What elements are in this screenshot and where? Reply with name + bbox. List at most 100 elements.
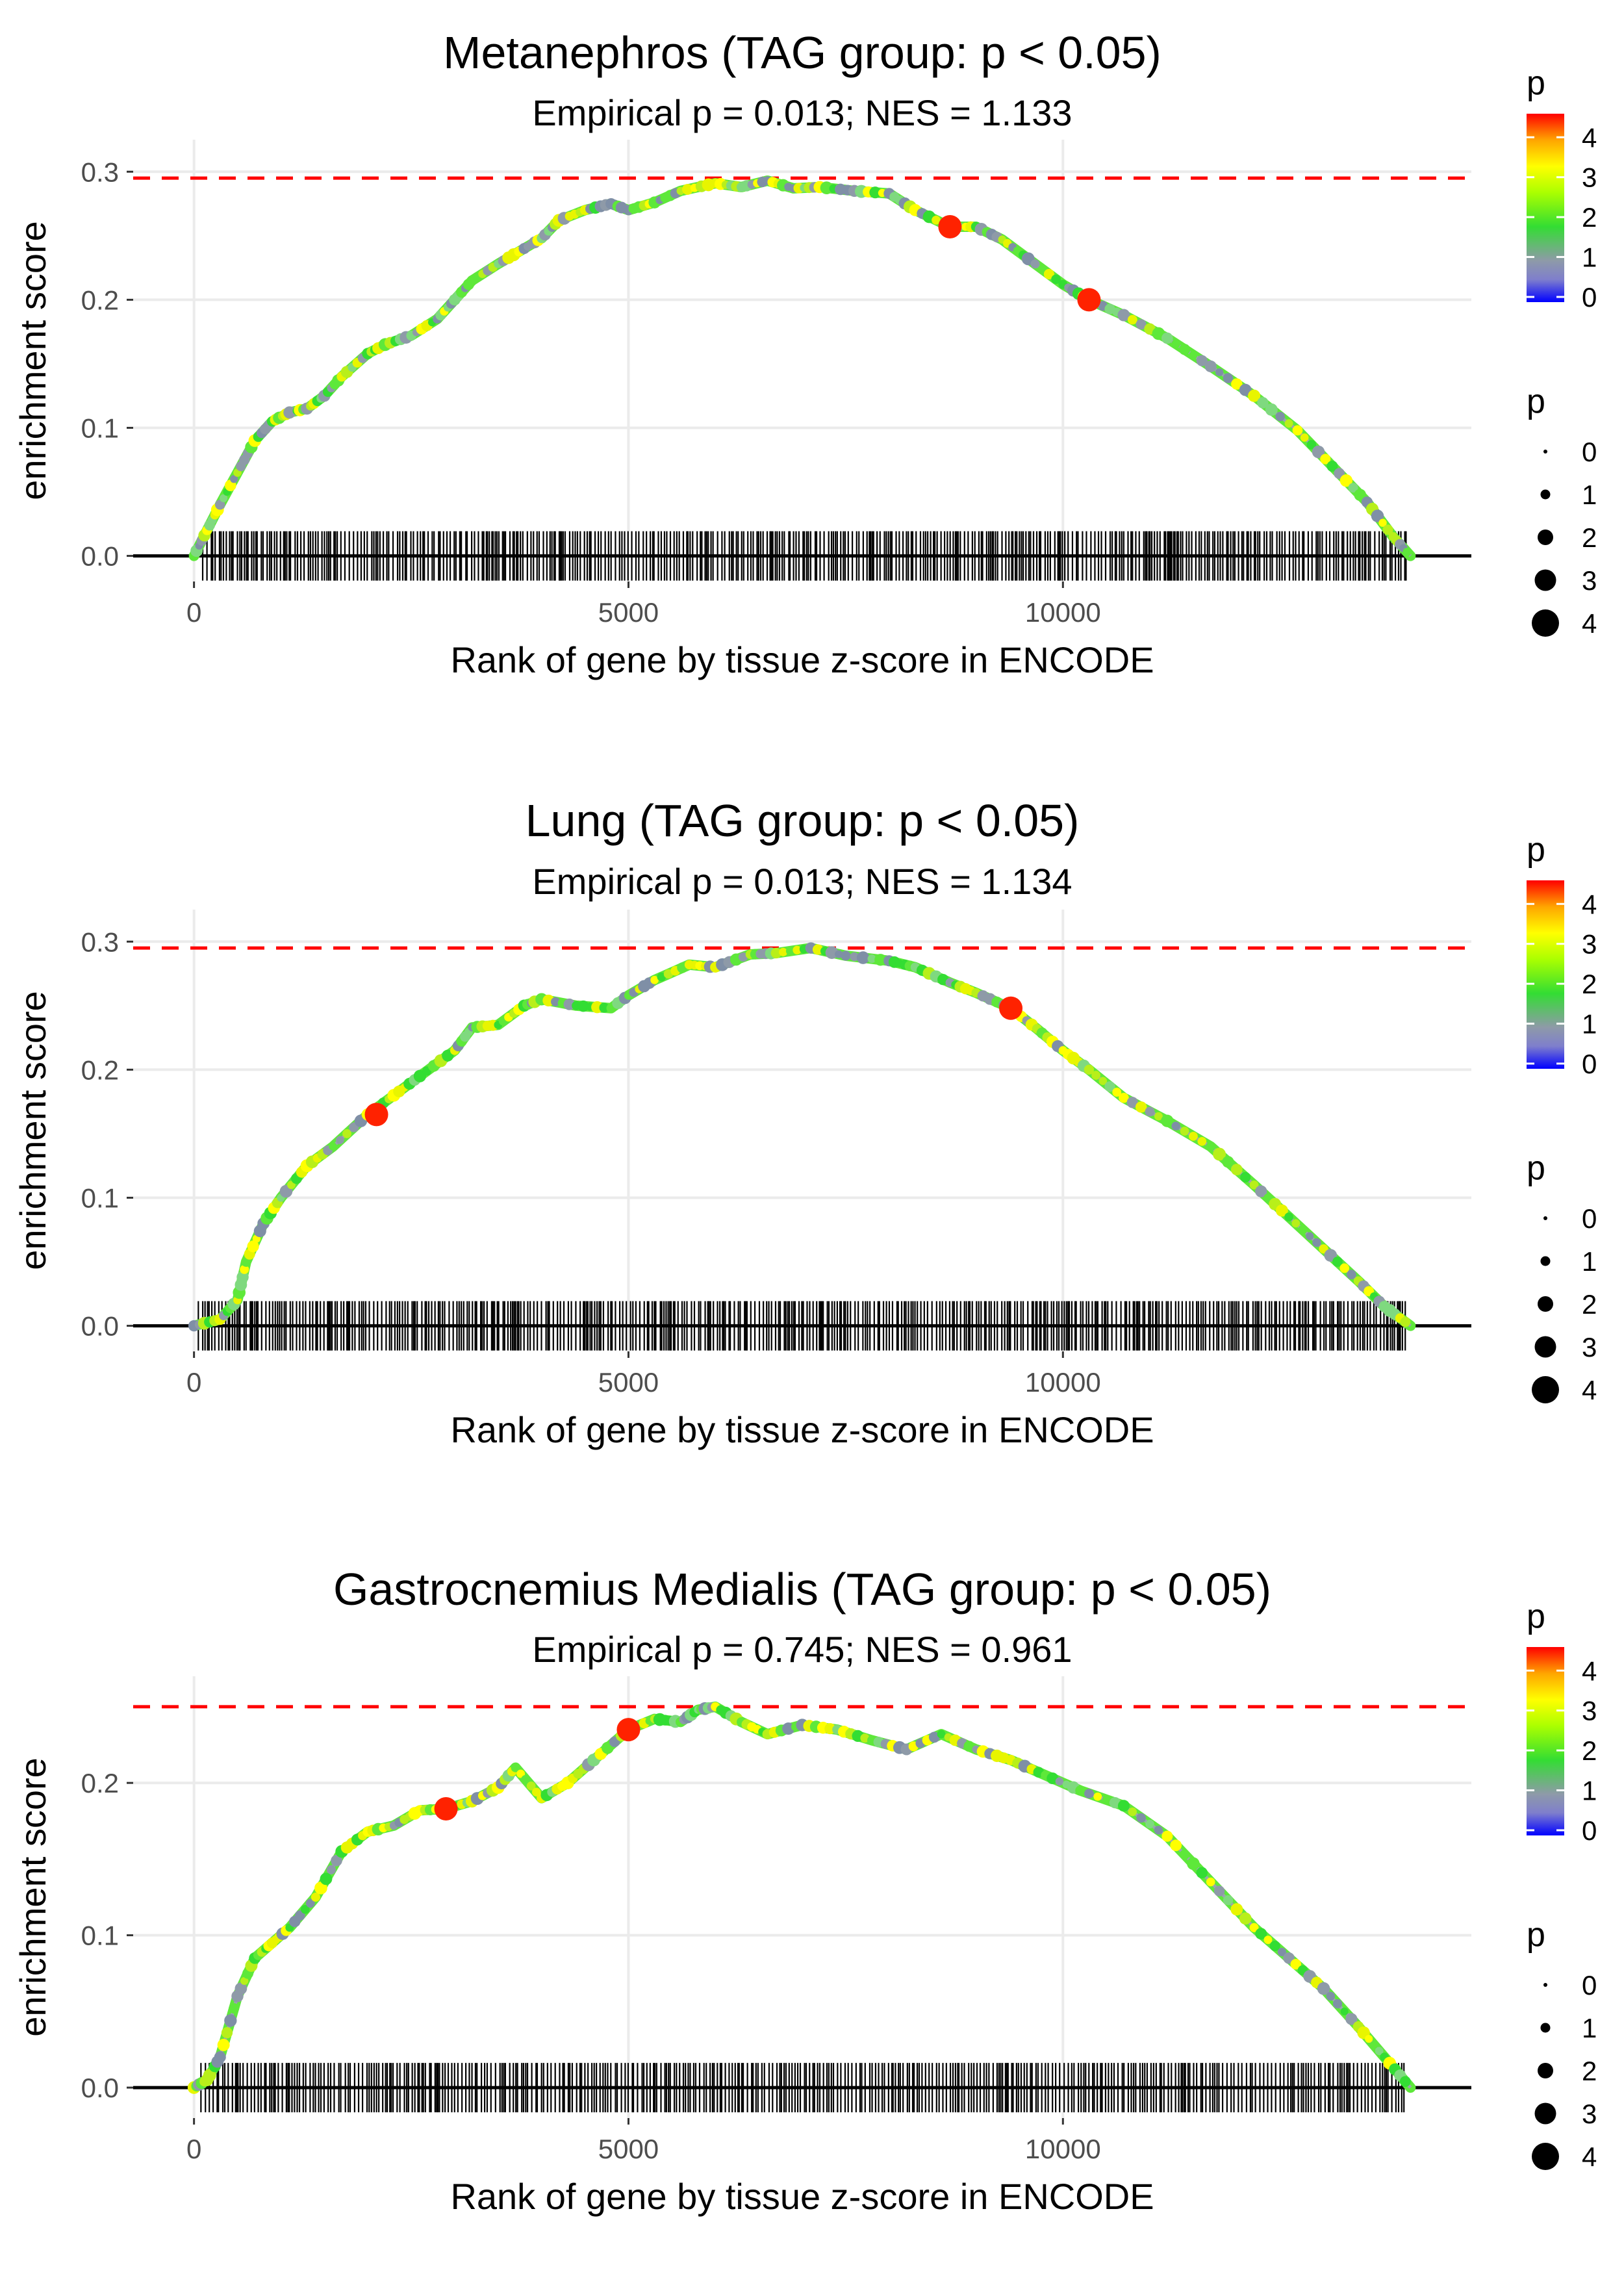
- x-tick-label: 0: [186, 2134, 201, 2164]
- curve-point: [442, 1049, 454, 1062]
- curve-point: [1196, 1867, 1208, 1879]
- curve-point: [1135, 1101, 1147, 1113]
- curve-point: [1051, 274, 1061, 285]
- curve-point: [1365, 2035, 1373, 2043]
- curve-point: [1369, 2041, 1378, 2049]
- enrichment-curve: [194, 946, 1412, 1328]
- curve-point: [224, 2014, 237, 2027]
- curve-point: [526, 1781, 536, 1791]
- curve-point: [1231, 378, 1243, 390]
- color-legend-label: 2: [1582, 202, 1597, 233]
- curve-points: [188, 942, 1411, 1332]
- chart-title: Gastrocnemius Medialis (TAG group: p < 0…: [333, 1564, 1271, 1615]
- curve-point: [1178, 344, 1191, 355]
- size-legend-label: 2: [1582, 522, 1597, 553]
- curve-point: [1037, 264, 1047, 274]
- curve-point: [1269, 1940, 1280, 1952]
- x-axis-title: Rank of gene by tissue z-score in ENCODE: [450, 2176, 1154, 2217]
- curve-point: [301, 1904, 310, 1914]
- y-tick-label: 0.2: [81, 1054, 119, 1085]
- color-legend-label: 2: [1582, 969, 1597, 999]
- curve-point: [1298, 1225, 1308, 1234]
- curve-point: [825, 946, 839, 960]
- curve-point: [1084, 1064, 1095, 1075]
- enrichment-curve: [192, 179, 1412, 557]
- y-axis-title: enrichment score: [12, 221, 53, 500]
- curve-point: [779, 947, 788, 956]
- curve-point: [229, 2003, 240, 2014]
- curve-point: [1206, 1877, 1215, 1887]
- size-legend-dot: [1532, 2143, 1559, 2170]
- color-legend-label: 0: [1582, 1815, 1597, 1846]
- curve-point: [1043, 268, 1054, 279]
- curve-point: [1290, 1958, 1302, 1970]
- curve-point: [1382, 524, 1393, 535]
- curve-point: [236, 1271, 249, 1283]
- color-legend-title: p: [1527, 64, 1545, 102]
- color-legend-label: 2: [1582, 1735, 1597, 1766]
- curve-point: [1161, 1114, 1174, 1127]
- color-legend-label: 0: [1582, 282, 1597, 313]
- y-axis-title: enrichment score: [12, 991, 53, 1270]
- curve-point: [812, 944, 824, 955]
- curve-point: [220, 494, 228, 502]
- curve-point: [1117, 1800, 1130, 1812]
- size-legend-dot: [1534, 1336, 1556, 1358]
- gridlines: [133, 140, 1471, 581]
- curve-point: [1179, 1849, 1190, 1860]
- curve-point: [856, 951, 870, 964]
- curve-point: [1104, 1081, 1115, 1092]
- curve-point: [1402, 548, 1412, 557]
- panel-3: Gastrocnemius Medialis (TAG group: p < 0…: [12, 1564, 1597, 2217]
- curve-point: [1263, 1935, 1273, 1945]
- curve-point: [1136, 319, 1147, 330]
- curve-point: [1375, 2047, 1384, 2056]
- color-legend-label: 3: [1582, 929, 1597, 960]
- curve-point: [1223, 373, 1234, 383]
- size-legend-label: 3: [1582, 2099, 1597, 2129]
- highlight-point: [938, 215, 962, 239]
- color-legend-label: 4: [1582, 889, 1597, 919]
- curve-point: [1255, 1185, 1267, 1197]
- curve-point: [1145, 1819, 1154, 1829]
- curve-point: [1348, 483, 1358, 493]
- curve-point: [577, 1000, 589, 1012]
- curve-point: [1127, 314, 1137, 325]
- chart-subtitle: Empirical p = 0.745; NES = 0.961: [532, 1629, 1072, 1670]
- curve-point: [1239, 383, 1252, 396]
- size-legend-label: 4: [1582, 2141, 1597, 2172]
- size-legend-dot: [1538, 1296, 1553, 1312]
- curve-point: [1249, 1180, 1259, 1190]
- size-legend-dot: [1532, 1376, 1559, 1403]
- curve-point: [657, 972, 666, 982]
- curve-point: [1161, 1830, 1173, 1842]
- size-legend-dot: [1543, 1216, 1547, 1220]
- size-legend-dot: [1540, 1256, 1551, 1266]
- curve-point: [1112, 1088, 1122, 1097]
- curve-point: [937, 1730, 946, 1739]
- curve-point: [1249, 1923, 1259, 1932]
- chart-subtitle: Empirical p = 0.013; NES = 1.133: [532, 92, 1072, 133]
- curve-point: [516, 1769, 526, 1778]
- color-legend-bar: [1527, 880, 1564, 1069]
- size-legend-label: 2: [1582, 2056, 1597, 2086]
- curve-point: [551, 997, 561, 1006]
- curve-point: [1239, 1912, 1252, 1925]
- curve-point: [963, 1741, 975, 1752]
- curve-point: [1317, 1982, 1330, 1995]
- curve-point: [1284, 1212, 1293, 1221]
- curve-point: [1339, 474, 1353, 487]
- color-legend-label: 4: [1582, 1655, 1597, 1686]
- curve-points: [189, 176, 1412, 561]
- curve-point: [1213, 1147, 1226, 1161]
- curve-point: [1230, 1903, 1243, 1916]
- curve-point: [215, 500, 225, 510]
- curve-point: [230, 475, 238, 483]
- curve-point: [1196, 355, 1208, 366]
- curve-point: [1257, 397, 1269, 409]
- color-legend-label: 1: [1582, 1776, 1597, 1806]
- curve-point: [1161, 332, 1173, 344]
- x-tick-label: 10000: [1025, 2134, 1101, 2164]
- size-legend-title: p: [1527, 383, 1545, 420]
